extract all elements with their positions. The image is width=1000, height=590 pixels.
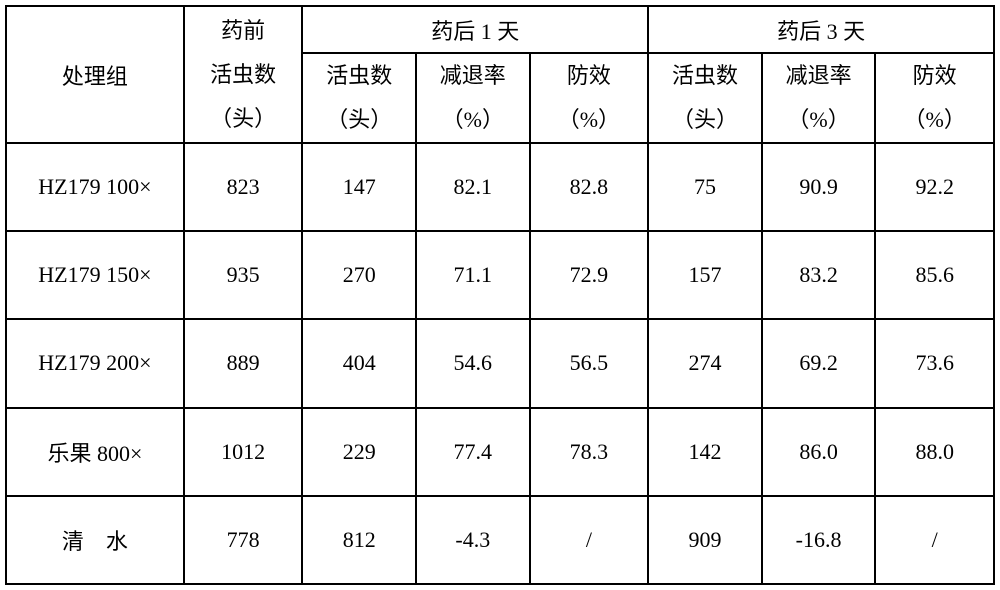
- cell-d3-live: 142: [648, 408, 762, 496]
- cell-d3-eff: 88.0: [875, 408, 994, 496]
- cell-d3-eff: 85.6: [875, 231, 994, 319]
- col-header-day1: 药后 1 天: [302, 6, 648, 53]
- cell-d1-eff: /: [530, 496, 649, 584]
- cell-d1-eff: 78.3: [530, 408, 649, 496]
- table-row: 乐果 800× 1012 229 77.4 78.3 142 86.0 88.0: [6, 408, 994, 496]
- col-header-d3-live: 活虫数（头）: [648, 53, 762, 143]
- col-header-d3-red: 减退率（%）: [762, 53, 876, 143]
- cell-d1-live: 812: [302, 496, 416, 584]
- cell-d1-red: 71.1: [416, 231, 530, 319]
- cell-group: HZ179 100×: [6, 143, 184, 231]
- cell-d1-red: 77.4: [416, 408, 530, 496]
- cell-d3-red: 83.2: [762, 231, 876, 319]
- cell-d3-red: -16.8: [762, 496, 876, 584]
- col-header-d3-eff: 防效（%）: [875, 53, 994, 143]
- cell-d3-red: 90.9: [762, 143, 876, 231]
- table-row: 清 水 778 812 -4.3 / 909 -16.8 /: [6, 496, 994, 584]
- cell-d3-live: 274: [648, 319, 762, 407]
- cell-d3-live: 75: [648, 143, 762, 231]
- efficacy-table: 处理组 药前活虫数（头） 药后 1 天 药后 3 天 活虫数（头） 减退率（%）…: [5, 5, 995, 585]
- cell-pre: 1012: [184, 408, 303, 496]
- col-header-d1-red: 减退率（%）: [416, 53, 530, 143]
- cell-d1-live: 229: [302, 408, 416, 496]
- cell-d3-red: 69.2: [762, 319, 876, 407]
- cell-d1-eff: 72.9: [530, 231, 649, 319]
- table-container: 处理组 药前活虫数（头） 药后 1 天 药后 3 天 活虫数（头） 减退率（%）…: [0, 0, 1000, 590]
- cell-d3-eff: /: [875, 496, 994, 584]
- cell-group: HZ179 150×: [6, 231, 184, 319]
- cell-group: HZ179 200×: [6, 319, 184, 407]
- cell-d3-live: 157: [648, 231, 762, 319]
- cell-d3-eff: 73.6: [875, 319, 994, 407]
- col-header-d1-live: 活虫数（头）: [302, 53, 416, 143]
- table-row: HZ179 200× 889 404 54.6 56.5 274 69.2 73…: [6, 319, 994, 407]
- cell-d3-live: 909: [648, 496, 762, 584]
- table-body: HZ179 100× 823 147 82.1 82.8 75 90.9 92.…: [6, 143, 994, 584]
- cell-d1-red: -4.3: [416, 496, 530, 584]
- cell-d1-live: 404: [302, 319, 416, 407]
- cell-pre: 889: [184, 319, 303, 407]
- table-row: HZ179 150× 935 270 71.1 72.9 157 83.2 85…: [6, 231, 994, 319]
- col-header-day3: 药后 3 天: [648, 6, 994, 53]
- cell-d1-live: 270: [302, 231, 416, 319]
- cell-d3-red: 86.0: [762, 408, 876, 496]
- table-row: HZ179 100× 823 147 82.1 82.8 75 90.9 92.…: [6, 143, 994, 231]
- cell-pre: 935: [184, 231, 303, 319]
- cell-d1-eff: 56.5: [530, 319, 649, 407]
- cell-d3-eff: 92.2: [875, 143, 994, 231]
- cell-d1-live: 147: [302, 143, 416, 231]
- cell-group: 乐果 800×: [6, 408, 184, 496]
- cell-group: 清 水: [6, 496, 184, 584]
- cell-pre: 778: [184, 496, 303, 584]
- cell-d1-red: 82.1: [416, 143, 530, 231]
- cell-d1-red: 54.6: [416, 319, 530, 407]
- col-header-d1-eff: 防效（%）: [530, 53, 649, 143]
- cell-pre: 823: [184, 143, 303, 231]
- col-header-treatment: 处理组: [6, 6, 184, 143]
- col-header-pre: 药前活虫数（头）: [184, 6, 303, 143]
- cell-d1-eff: 82.8: [530, 143, 649, 231]
